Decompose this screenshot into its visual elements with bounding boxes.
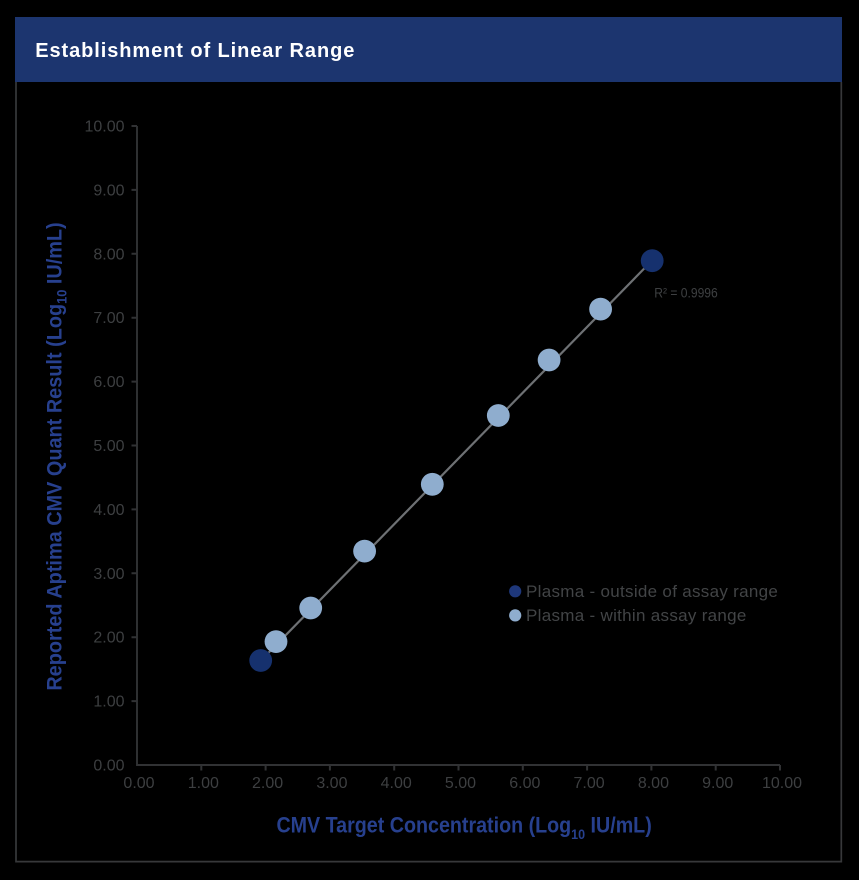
svg-text:3.00: 3.00 [316, 775, 347, 792]
svg-text:2.00: 2.00 [93, 630, 124, 647]
svg-text:1.00: 1.00 [188, 775, 219, 792]
svg-text:Plasma - outside of assay rang: Plasma - outside of assay range [526, 582, 778, 601]
svg-text:7.00: 7.00 [93, 310, 124, 327]
svg-text:5.00: 5.00 [445, 775, 476, 792]
svg-text:1.00: 1.00 [93, 694, 124, 711]
svg-text:R² = 0.9996: R² = 0.9996 [654, 285, 718, 301]
svg-text:9.00: 9.00 [702, 775, 733, 792]
svg-text:Establishment of Linear Range: Establishment of Linear Range [35, 40, 355, 62]
svg-text:7.00: 7.00 [574, 775, 605, 792]
svg-text:6.00: 6.00 [509, 775, 540, 792]
svg-text:0.00: 0.00 [123, 775, 154, 792]
svg-text:CMV Target Concentration (Log1: CMV Target Concentration (Log10 IU/mL) [276, 814, 651, 842]
svg-text:2.00: 2.00 [252, 775, 283, 792]
svg-text:5.00: 5.00 [93, 438, 124, 455]
svg-text:10.00: 10.00 [84, 119, 124, 136]
svg-text:8.00: 8.00 [638, 775, 669, 792]
svg-text:10.00: 10.00 [762, 775, 802, 792]
svg-text:8.00: 8.00 [93, 246, 124, 263]
svg-text:4.00: 4.00 [93, 502, 124, 519]
svg-text:0.00: 0.00 [93, 758, 124, 775]
svg-text:3.00: 3.00 [93, 566, 124, 583]
svg-text:Plasma - within assay range: Plasma - within assay range [526, 606, 747, 625]
svg-text:4.00: 4.00 [381, 775, 412, 792]
svg-text:6.00: 6.00 [93, 374, 124, 391]
svg-text:9.00: 9.00 [93, 182, 124, 199]
